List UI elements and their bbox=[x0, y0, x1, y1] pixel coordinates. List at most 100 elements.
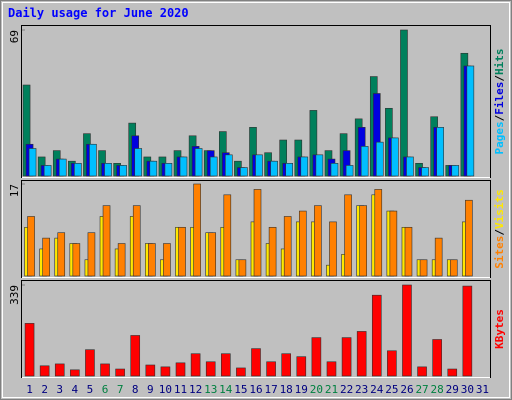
bar bbox=[54, 363, 65, 377]
legend: Sites/Visits bbox=[493, 189, 506, 269]
x-tick-label: 25 bbox=[385, 383, 398, 396]
bar bbox=[164, 163, 173, 177]
x-tick-label: 6 bbox=[102, 383, 109, 396]
x-tick-label: 13 bbox=[204, 383, 217, 396]
bar bbox=[449, 259, 458, 277]
bar bbox=[240, 167, 248, 177]
bar bbox=[194, 148, 203, 177]
bar bbox=[70, 369, 80, 377]
bar bbox=[251, 348, 261, 377]
bar bbox=[329, 221, 337, 277]
bar bbox=[115, 368, 125, 377]
x-tick-label: 14 bbox=[219, 383, 233, 396]
bar bbox=[223, 194, 232, 277]
bar bbox=[190, 353, 201, 377]
bar bbox=[58, 158, 67, 177]
bar bbox=[281, 353, 291, 377]
bar bbox=[391, 137, 399, 177]
bar bbox=[360, 146, 369, 177]
bar bbox=[160, 366, 171, 377]
legend-entry: Files bbox=[493, 82, 506, 115]
bar bbox=[432, 339, 442, 377]
bar bbox=[356, 331, 367, 377]
bar bbox=[266, 361, 276, 377]
bar bbox=[298, 210, 307, 277]
x-tick-label: 2 bbox=[41, 383, 48, 396]
bar bbox=[42, 237, 50, 277]
bar bbox=[375, 141, 384, 177]
bar bbox=[359, 205, 367, 277]
y-max-label: 69 bbox=[8, 30, 21, 43]
bar bbox=[209, 156, 218, 177]
bar bbox=[421, 167, 429, 177]
bar bbox=[419, 259, 428, 277]
bar bbox=[417, 366, 427, 377]
bar bbox=[39, 365, 50, 377]
legend-entry: Pages bbox=[493, 121, 506, 154]
bar bbox=[24, 323, 35, 377]
bar bbox=[374, 189, 383, 277]
bar bbox=[344, 194, 352, 277]
bar bbox=[225, 154, 233, 177]
bar bbox=[285, 163, 293, 177]
x-tick-label: 7 bbox=[117, 383, 124, 396]
bar bbox=[89, 143, 97, 177]
y-max-label: 339 bbox=[8, 285, 21, 305]
bar bbox=[104, 163, 112, 177]
bar bbox=[283, 216, 292, 277]
legend-entry: Visits bbox=[493, 189, 506, 229]
bar bbox=[205, 361, 216, 377]
bar bbox=[145, 364, 156, 377]
bar bbox=[72, 243, 81, 277]
bar bbox=[148, 243, 156, 277]
x-tick-label: 29 bbox=[446, 383, 459, 396]
x-tick-label: 30 bbox=[461, 383, 474, 396]
bar bbox=[117, 243, 126, 277]
bar bbox=[389, 210, 398, 277]
bar bbox=[400, 29, 408, 177]
bar bbox=[130, 335, 141, 377]
bar bbox=[404, 226, 413, 277]
bar bbox=[447, 368, 458, 377]
bar bbox=[132, 205, 141, 277]
bar bbox=[315, 154, 324, 177]
bar bbox=[100, 363, 110, 377]
bar bbox=[314, 205, 322, 277]
bar bbox=[341, 337, 352, 377]
bar bbox=[268, 226, 277, 277]
bar bbox=[406, 156, 414, 177]
bar bbox=[434, 237, 443, 277]
bar bbox=[238, 259, 247, 277]
bar bbox=[466, 65, 475, 177]
bar bbox=[74, 163, 82, 177]
bar bbox=[253, 189, 262, 277]
legend: KBytes bbox=[493, 309, 506, 349]
bar bbox=[179, 156, 188, 177]
x-tick-label: 28 bbox=[431, 383, 444, 396]
bar bbox=[85, 349, 95, 377]
bar bbox=[193, 183, 201, 277]
bar bbox=[371, 294, 382, 377]
bar bbox=[451, 165, 460, 177]
legend-entry: KBytes bbox=[493, 309, 506, 349]
x-tick-label: 18 bbox=[280, 383, 293, 396]
bar bbox=[163, 243, 171, 277]
x-tick-label: 19 bbox=[295, 383, 308, 396]
x-tick-label: 4 bbox=[72, 383, 79, 396]
bar bbox=[330, 163, 339, 177]
x-tick-label: 23 bbox=[355, 383, 368, 396]
x-tick-label: 22 bbox=[340, 383, 353, 396]
bar bbox=[27, 216, 35, 277]
x-tick-label: 3 bbox=[56, 383, 63, 396]
bar bbox=[28, 148, 37, 177]
y-max-label: 17 bbox=[8, 184, 21, 197]
bar bbox=[462, 285, 473, 377]
x-tick-label: 16 bbox=[249, 383, 262, 396]
bar bbox=[102, 205, 111, 277]
legend-entry: Sites bbox=[493, 236, 506, 269]
x-tick-label: 9 bbox=[147, 383, 154, 396]
x-tick-label: 20 bbox=[310, 383, 323, 396]
